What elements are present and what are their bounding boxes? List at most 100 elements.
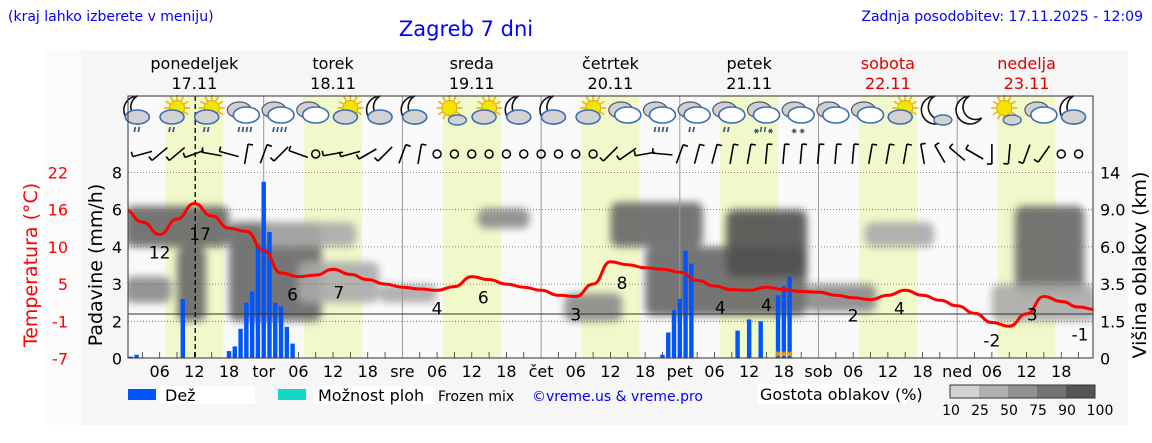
density-level-label: 10 <box>942 403 960 419</box>
sun-ray <box>997 96 1001 102</box>
sun-ray <box>338 100 344 105</box>
rain-drop <box>722 126 726 133</box>
temperature-label: 6 <box>287 286 298 306</box>
hour-tick-label: 12 <box>1016 362 1036 381</box>
wind-barb-icon <box>782 143 786 165</box>
wind-barb-icon <box>902 144 908 164</box>
frozen-mix-marker-icon <box>774 350 782 358</box>
hour-tick-label: 18 <box>635 362 655 381</box>
snow-flake <box>754 128 759 134</box>
wind-barb-flag <box>182 152 186 158</box>
rain-bar <box>671 310 677 358</box>
rain-bar <box>689 263 694 358</box>
temperature-line <box>128 202 1093 328</box>
rain-bar <box>273 302 278 358</box>
wind-barb-flag <box>965 144 970 150</box>
wind-barb-icon <box>219 150 239 158</box>
cloud-height-tick: 0 <box>1100 350 1110 369</box>
temperature-label: 4 <box>715 299 726 319</box>
hour-tick-label: 06 <box>982 362 1002 381</box>
sun-ray <box>218 111 224 116</box>
hour-tick-label: 12 <box>739 362 759 381</box>
rain-drop <box>202 126 206 133</box>
temperature-label: -1 <box>1072 326 1089 346</box>
location-hint[interactable]: (kraj lahko izberete v meniju) <box>8 9 214 25</box>
legend-showers-label: Možnost ploh <box>318 386 424 405</box>
wind-barb-icon <box>729 144 735 164</box>
hour-tick-label: 06 <box>566 362 586 381</box>
wind-barb-flag <box>699 143 705 147</box>
rain-drop <box>284 126 287 133</box>
sun-ray <box>911 100 917 105</box>
rain-drop <box>763 126 767 133</box>
rain-bar <box>180 298 185 358</box>
hour-tick-label: 06 <box>288 362 308 381</box>
cloud-front <box>1030 106 1058 124</box>
density-legend: 10 25 50 75 90 100 <box>942 384 1113 419</box>
cloud-height-tick: 14 <box>1100 164 1120 183</box>
sun-ray <box>1007 96 1012 102</box>
wind-barb-flag <box>130 151 134 157</box>
cloud-snow-icon <box>781 101 815 134</box>
day-date: 17.11 <box>171 74 217 93</box>
wind-barb-flag <box>148 156 153 161</box>
wind-barb-flag <box>889 143 895 146</box>
legend-frozen-mix-label: Frozen mix <box>438 389 514 405</box>
temperature-tick: 16 <box>48 201 68 220</box>
moon-cloud-icon <box>365 95 393 125</box>
sun-ray <box>452 96 457 102</box>
temperature-label: 3 <box>570 306 581 326</box>
wind-barb-icon <box>201 151 222 157</box>
rain-bar <box>781 285 787 358</box>
sun-ray <box>908 96 913 102</box>
sun-cloud-icon <box>332 95 364 125</box>
sun-ray <box>356 111 363 116</box>
sun-ray <box>992 111 998 116</box>
sun-ray <box>599 111 605 116</box>
wind-barb-flag <box>934 142 940 147</box>
frozen-mix-marker-icon <box>780 350 787 358</box>
wind-barb-flag <box>750 143 756 146</box>
credit-link[interactable]: ©vreme.us & vreme.pro <box>532 389 703 405</box>
sun-ray <box>165 100 171 105</box>
last-updated: Zadnja posodobitev: 17.11.2025 - 12:09 <box>861 9 1143 25</box>
rain-bar <box>232 346 238 358</box>
rain-bar <box>261 181 266 358</box>
temperature-label: 12 <box>149 244 171 264</box>
wind-barb-icon <box>377 146 393 162</box>
wind-calm-icon <box>432 149 442 159</box>
cloud-heavy-rain-icon <box>642 101 677 133</box>
wind-barb-flag <box>201 147 204 153</box>
cloud-height-axis-label: Višina oblakov (km) <box>1129 172 1151 359</box>
rain-bar <box>666 332 671 358</box>
day-tick-label: tor <box>252 362 275 381</box>
cloud-front <box>787 106 815 124</box>
wind-barb-flag <box>247 143 254 146</box>
density-swatch <box>950 385 979 398</box>
wind-barb-flag <box>165 156 170 161</box>
wind-barb-icon <box>151 146 168 162</box>
sun-ray <box>200 100 206 105</box>
wind-barb-flag <box>948 143 954 149</box>
rain-bar <box>746 319 752 358</box>
density-swatch-frame <box>949 384 1096 399</box>
wind-barb-icon <box>417 144 423 164</box>
cloud-height-tick: 6.0 <box>1100 238 1125 257</box>
temperature-label: 8 <box>617 274 628 294</box>
temperature-label: 3 <box>1027 306 1038 326</box>
cloud-icon <box>296 101 330 124</box>
day-date: 22.11 <box>865 74 911 93</box>
wind-barb-icon <box>184 149 205 159</box>
cloud-shape <box>505 109 532 125</box>
wind-calm-icon <box>310 149 321 159</box>
sun-ray <box>893 100 899 105</box>
rain-bars <box>128 181 793 358</box>
wind-barb-flag <box>599 156 604 162</box>
wind-barb-icon <box>711 144 718 164</box>
wind-barb-flag <box>405 143 411 148</box>
cloud-shape <box>159 109 185 125</box>
rain-drop <box>249 126 253 133</box>
wind-barb-icon <box>834 143 838 165</box>
wind-calm-icon <box>501 149 512 159</box>
